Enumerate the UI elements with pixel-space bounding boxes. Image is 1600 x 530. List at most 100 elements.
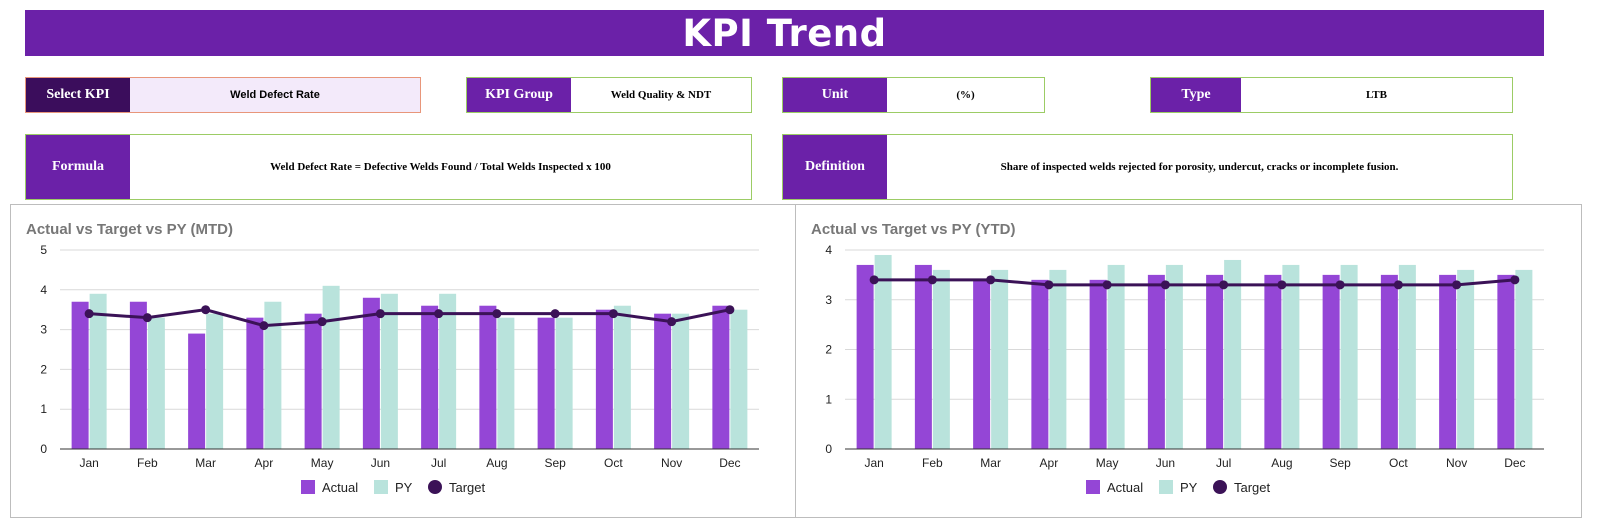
select-kpi-field[interactable]: Select KPI Weld Defect Rate	[25, 77, 421, 113]
target-point	[1277, 280, 1287, 290]
definition-field: Definition Share of inspected welds reje…	[782, 134, 1513, 200]
legend-swatch-target	[428, 480, 442, 494]
bar-py	[1282, 264, 1300, 449]
bar-actual	[1380, 274, 1398, 449]
bar-py	[206, 313, 224, 449]
x-tick-label: Apr	[1040, 456, 1059, 470]
bar-py	[1107, 264, 1125, 449]
y-tick-label: 1	[825, 392, 832, 406]
bar-py	[497, 317, 515, 449]
x-tick-label: Feb	[922, 456, 943, 470]
y-tick-label: 0	[40, 442, 47, 456]
bar-actual	[304, 313, 322, 449]
x-tick-label: Feb	[137, 456, 158, 470]
target-point	[259, 321, 269, 331]
unit-label: Unit	[783, 78, 887, 112]
x-tick-label: Dec	[719, 456, 740, 470]
target-point	[1160, 280, 1170, 290]
target-line	[874, 278, 1516, 287]
bar-py	[1165, 264, 1183, 449]
x-tick-label: Sep	[544, 456, 566, 470]
bar-actual	[479, 305, 497, 449]
legend-swatch-actual	[301, 480, 315, 494]
bar-py	[439, 293, 457, 449]
type-field: Type LTB	[1150, 77, 1513, 113]
bar-py	[613, 305, 631, 449]
page-title: KPI Trend	[682, 11, 887, 55]
bar-actual	[595, 309, 613, 449]
y-tick-label: 3	[40, 323, 47, 337]
bar-actual	[362, 297, 380, 449]
bar-py	[1049, 269, 1067, 449]
chart-title: Actual vs Target vs PY (MTD)	[26, 221, 233, 238]
kpi-group-value: Weld Quality & NDT	[610, 89, 712, 101]
formula-field: Formula Weld Defect Rate = Defective Wel…	[25, 134, 752, 200]
target-point	[1335, 280, 1345, 290]
legend-swatch-actual	[1086, 480, 1100, 494]
y-tick-label: 1	[40, 402, 47, 416]
bar-py	[380, 293, 398, 449]
x-tick-label: Dec	[1504, 456, 1525, 470]
x-tick-label: Jul	[431, 456, 446, 470]
target-point	[201, 305, 211, 315]
target-point	[84, 309, 94, 319]
bar-py	[1340, 264, 1358, 449]
target-point	[1102, 280, 1112, 290]
target-point	[492, 309, 502, 319]
bar-actual	[1322, 274, 1340, 449]
target-point	[608, 309, 618, 319]
legend-label-py: PY	[1180, 480, 1198, 495]
target-point	[869, 275, 879, 285]
legend-label-target: Target	[449, 480, 486, 495]
legend-swatch-py	[374, 480, 388, 494]
y-tick-label: 2	[825, 343, 832, 357]
bar-py	[147, 317, 165, 449]
bar-py	[730, 309, 748, 449]
x-tick-label: Mar	[195, 456, 216, 470]
legend-label-actual: Actual	[322, 480, 358, 495]
y-tick-label: 5	[40, 243, 47, 257]
x-tick-label: Apr	[255, 456, 274, 470]
formula-label: Formula	[26, 135, 130, 199]
bar-actual	[1439, 274, 1457, 449]
bar-actual	[1206, 274, 1224, 449]
chart-panel-ytd: Actual vs Target vs PY (YTD) 0 1 2 3 4 Jan Feb M…	[795, 204, 1582, 518]
target-point	[1452, 280, 1462, 290]
chart-panel-mtd: Actual vs Target vs PY (MTD) 0 1 2 3 4 5 Jan Feb…	[10, 204, 797, 518]
bar-actual	[246, 317, 264, 449]
legend-label-actual: Actual	[1107, 480, 1143, 495]
select-kpi-label: Select KPI	[26, 78, 130, 112]
bar-py	[1224, 259, 1242, 449]
select-kpi-value[interactable]: Weld Defect Rate	[130, 78, 420, 112]
target-point	[1393, 280, 1403, 290]
target-point	[375, 309, 385, 319]
legend-label-target: Target	[1234, 480, 1271, 495]
bar-actual	[1497, 274, 1515, 449]
legend-label-py: PY	[395, 480, 413, 495]
legend-swatch-target	[1213, 480, 1227, 494]
x-tick-label: May	[1096, 456, 1119, 470]
y-tick-label: 2	[40, 362, 47, 376]
x-tick-label: Jul	[1216, 456, 1231, 470]
bar-py	[672, 313, 690, 449]
bar-py	[89, 293, 107, 449]
y-tick-label: 3	[825, 293, 832, 307]
bar-actual	[1089, 279, 1107, 449]
target-point	[1510, 275, 1520, 285]
kpi-group-field: KPI Group Weld Quality & NDT	[466, 77, 752, 113]
unit-value: (%)	[956, 89, 975, 101]
x-tick-label: May	[311, 456, 334, 470]
bar-py	[264, 301, 282, 449]
type-label: Type	[1151, 78, 1241, 112]
bar-actual	[1031, 279, 1049, 449]
x-tick-label: Oct	[1389, 456, 1408, 470]
x-tick-label: Aug	[1271, 456, 1292, 470]
bar-actual	[654, 313, 672, 449]
chart-mtd: Actual vs Target vs PY (MTD) 0 1 2 3 4 5 Jan Feb…	[26, 221, 759, 495]
bar-actual	[712, 305, 730, 449]
bar-py	[991, 269, 1009, 449]
target-point	[434, 309, 444, 319]
bar-actual	[71, 301, 89, 449]
y-tick-label: 4	[40, 283, 47, 297]
bar-py	[1457, 269, 1475, 449]
